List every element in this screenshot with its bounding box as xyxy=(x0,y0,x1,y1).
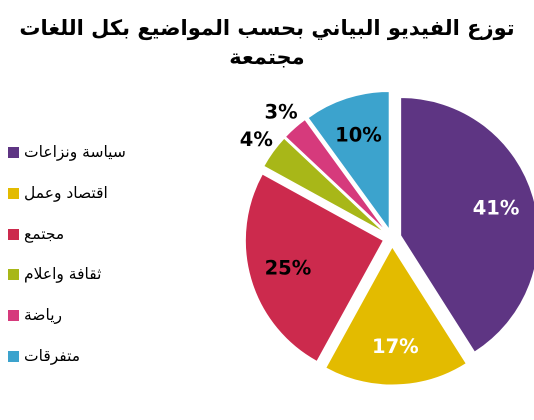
slice-label-politics: 41% xyxy=(473,196,520,219)
legend-swatch-politics xyxy=(8,147,19,158)
legend-label-culture: ثقافة واعلام xyxy=(24,265,102,284)
pie-slice-politics xyxy=(400,96,534,353)
legend-item-economy: اقتصاد وعمل xyxy=(8,179,168,220)
legend-label-misc: متفرقات xyxy=(24,346,81,365)
legend-item-misc: متفرقات xyxy=(8,342,168,383)
legend-item-society: مجتمع xyxy=(8,220,168,261)
chart-title-line-1: توزع الفيديو البياني بحسب المواضيع بكل ا… xyxy=(19,16,515,40)
slice-label-culture: 4% xyxy=(240,128,273,151)
legend-label-politics: سياسة ونزاعات xyxy=(24,143,126,161)
pie-slice-misc xyxy=(307,90,390,231)
legend-label-sports: رياضة xyxy=(24,306,62,325)
slice-label-economy: 17% xyxy=(372,335,419,358)
legend-item-politics: سياسة ونزاعات xyxy=(8,138,168,179)
legend-swatch-economy xyxy=(8,187,19,199)
chart-title: توزع الفيديو البياني بحسب المواضيع بكل ا… xyxy=(0,14,534,72)
legend-swatch-sports xyxy=(8,310,19,322)
slice-label-society: 25% xyxy=(265,257,312,280)
slice-label-misc: 10% xyxy=(335,123,382,146)
legend-swatch-society xyxy=(8,228,19,240)
legend-label-economy: اقتصاد وعمل xyxy=(24,183,108,202)
legend-swatch-misc xyxy=(8,350,19,362)
legend-item-sports: رياضة xyxy=(8,301,168,342)
slice-label-sports: 3% xyxy=(265,101,298,124)
chart-title-line-2: مجتمعة xyxy=(229,45,305,69)
pie-slice-culture xyxy=(263,137,386,234)
pie-slice-sports xyxy=(284,118,387,232)
pie-slice-society xyxy=(244,173,385,363)
pie-slice-economy xyxy=(325,246,467,386)
legend: سياسة ونزاعات اقتصاد وعمل مجتمع ثقافة وا… xyxy=(8,138,168,383)
legend-swatch-culture xyxy=(8,269,19,281)
legend-item-culture: ثقافة واعلام xyxy=(8,260,168,301)
legend-label-society: مجتمع xyxy=(24,224,65,243)
